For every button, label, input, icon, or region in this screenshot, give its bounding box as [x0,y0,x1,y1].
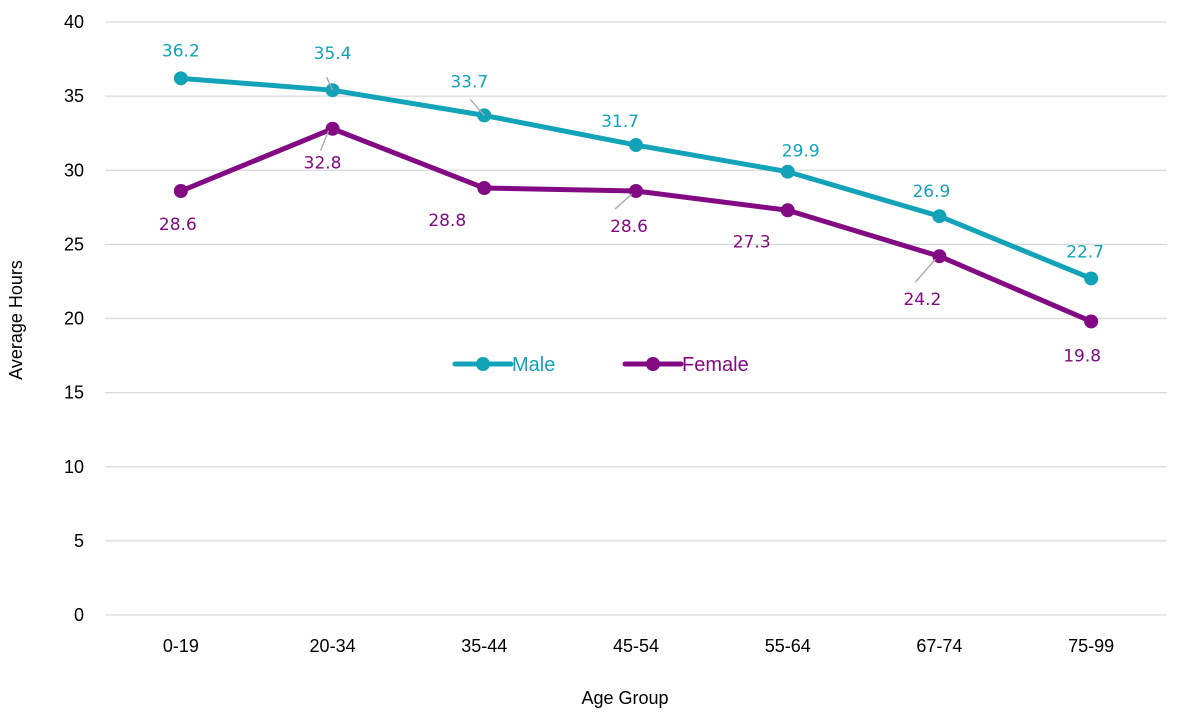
data-labels: 36.2 35.4 33.7 31.7 29.9 26.9 22.7 28.6 32.8 28.8… [159,41,1104,366]
data-point [325,121,340,136]
data-label: 27.3 [733,232,771,252]
leader-line [614,193,633,210]
legend-label-female: Female [682,354,749,376]
legend: Male Female [452,354,749,376]
x-tick-label: 35-44 [461,636,507,656]
y-tick-label: 25 [64,234,84,254]
y-tick-label: 10 [64,457,84,477]
data-point [780,203,795,218]
data-point [932,209,947,224]
x-tick-label: 45-54 [613,636,659,656]
data-point [780,164,795,179]
data-label: 28.8 [428,211,466,231]
data-label: 36.2 [162,41,200,61]
data-point [629,138,643,153]
y-axis-ticks: 0 5 10 15 20 25 30 35 40 [64,12,84,625]
leader-line [914,258,936,283]
x-tick-label: 0-19 [163,636,199,656]
y-tick-label: 40 [64,12,84,32]
data-label: 31.7 [601,112,639,132]
data-label: 26.9 [912,182,950,202]
x-tick-label: 20-34 [310,636,356,656]
series-group [173,71,1099,329]
data-label: 35.4 [314,44,352,64]
data-point [173,71,188,86]
data-label: 29.9 [782,142,820,162]
data-label: 33.7 [450,72,488,92]
y-tick-label: 15 [64,383,84,403]
data-point [629,184,643,199]
legend-label-male: Male [512,354,555,376]
leader-line [325,76,334,91]
data-point [173,184,188,199]
legend-marker [476,357,490,371]
series-line-male [178,75,1094,281]
x-axis-ticks: 0-19 20-34 35-44 45-54 55-64 67-74 75-99 [163,636,1114,656]
gridlines [105,21,1167,616]
label-leader-lines [319,76,936,283]
data-label: 22.7 [1066,242,1104,262]
y-tick-label: 5 [74,531,84,551]
data-label: 24.2 [903,290,941,310]
data-label: 28.6 [610,217,648,237]
y-tick-label: 30 [64,160,84,180]
data-label: 19.8 [1063,346,1101,366]
y-axis-title: Average Hours [6,260,26,380]
y-tick-label: 35 [64,86,84,106]
x-tick-label: 75-99 [1068,636,1114,656]
data-label: 32.8 [304,154,342,174]
x-tick-label: 67-74 [916,636,962,656]
data-point [1084,271,1099,286]
x-axis-title: Age Group [581,688,668,708]
leader-line [319,130,330,151]
data-point [932,249,947,264]
x-tick-label: 55-64 [765,636,811,656]
data-point [477,181,492,196]
data-point [1084,314,1099,329]
legend-marker [646,357,660,371]
data-label: 28.6 [159,215,197,235]
leader-line [469,98,485,116]
y-tick-label: 20 [64,309,84,329]
y-tick-label: 0 [74,605,84,625]
